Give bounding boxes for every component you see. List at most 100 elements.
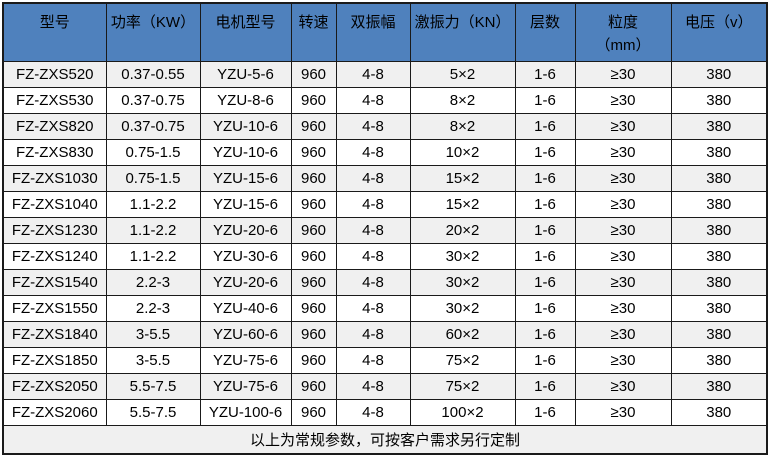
cell-granularity: ≥30 bbox=[574, 217, 672, 244]
cell-speed: 960 bbox=[290, 61, 337, 88]
cell-speed: 960 bbox=[290, 373, 337, 400]
cell-voltage: 380 bbox=[670, 295, 768, 322]
cell-model: FZ-ZXS520 bbox=[2, 61, 107, 88]
cell-voltage: 380 bbox=[670, 113, 768, 140]
footer-row: 以上为常规参数，可按客户需求另行定制 bbox=[2, 425, 768, 455]
cell-voltage: 380 bbox=[670, 139, 768, 166]
cell-force: 15×2 bbox=[409, 165, 516, 192]
cell-power: 5.5-7.5 bbox=[105, 373, 201, 400]
cell-motor-model: YZU-100-6 bbox=[199, 399, 292, 426]
cell-force: 30×2 bbox=[409, 295, 516, 322]
cell-force: 30×2 bbox=[409, 269, 516, 296]
cell-model: FZ-ZXS1840 bbox=[2, 321, 107, 348]
cell-granularity: ≥30 bbox=[574, 347, 672, 374]
table-row: FZ-ZXS1840 3-5.5 YZU-60-6 960 4-8 60×2 1… bbox=[2, 321, 768, 348]
header-cell-power: 功率（KW） bbox=[105, 2, 201, 62]
table-row: FZ-ZXS520 0.37-0.55 YZU-5-6 960 4-8 5×2 … bbox=[2, 61, 768, 88]
cell-motor-model: YZU-30-6 bbox=[199, 243, 292, 270]
cell-amplitude: 4-8 bbox=[335, 191, 411, 218]
cell-granularity: ≥30 bbox=[574, 399, 672, 426]
cell-power: 1.1-2.2 bbox=[105, 217, 201, 244]
cell-amplitude: 4-8 bbox=[335, 321, 411, 348]
cell-motor-model: YZU-20-6 bbox=[199, 217, 292, 244]
cell-speed: 960 bbox=[290, 321, 337, 348]
cell-model: FZ-ZXS820 bbox=[2, 113, 107, 140]
cell-granularity: ≥30 bbox=[574, 87, 672, 114]
cell-motor-model: YZU-5-6 bbox=[199, 61, 292, 88]
cell-voltage: 380 bbox=[670, 399, 768, 426]
cell-model: FZ-ZXS1040 bbox=[2, 191, 107, 218]
header-cell-granularity: 粒度 （mm） bbox=[574, 2, 672, 62]
cell-force: 75×2 bbox=[409, 373, 516, 400]
cell-granularity: ≥30 bbox=[574, 113, 672, 140]
cell-layers: 1-6 bbox=[514, 191, 576, 218]
cell-speed: 960 bbox=[290, 347, 337, 374]
cell-speed: 960 bbox=[290, 295, 337, 322]
header-cell-amplitude: 双振幅 bbox=[335, 2, 411, 62]
cell-voltage: 380 bbox=[670, 243, 768, 270]
table-body: FZ-ZXS520 0.37-0.55 YZU-5-6 960 4-8 5×2 … bbox=[2, 61, 768, 426]
cell-power: 5.5-7.5 bbox=[105, 399, 201, 426]
cell-granularity: ≥30 bbox=[574, 139, 672, 166]
cell-force: 75×2 bbox=[409, 347, 516, 374]
header-cell-motor-model: 电机型号 bbox=[199, 2, 292, 62]
cell-power: 2.2-3 bbox=[105, 295, 201, 322]
cell-layers: 1-6 bbox=[514, 373, 576, 400]
cell-speed: 960 bbox=[290, 191, 337, 218]
footer-note: 以上为常规参数，可按客户需求另行定制 bbox=[2, 425, 768, 455]
cell-granularity: ≥30 bbox=[574, 243, 672, 270]
table-row: FZ-ZXS1040 1.1-2.2 YZU-15-6 960 4-8 15×2… bbox=[2, 191, 768, 218]
cell-motor-model: YZU-15-6 bbox=[199, 191, 292, 218]
cell-amplitude: 4-8 bbox=[335, 87, 411, 114]
table-row: FZ-ZXS1540 2.2-3 YZU-20-6 960 4-8 30×2 1… bbox=[2, 269, 768, 296]
cell-speed: 960 bbox=[290, 113, 337, 140]
cell-power: 0.37-0.75 bbox=[105, 87, 201, 114]
cell-granularity: ≥30 bbox=[574, 165, 672, 192]
header-cell-force: 激振力（KN） bbox=[409, 2, 516, 62]
cell-motor-model: YZU-75-6 bbox=[199, 347, 292, 374]
table-row: FZ-ZXS820 0.37-0.75 YZU-10-6 960 4-8 8×2… bbox=[2, 113, 768, 140]
cell-model: FZ-ZXS530 bbox=[2, 87, 107, 114]
cell-granularity: ≥30 bbox=[574, 269, 672, 296]
cell-force: 8×2 bbox=[409, 87, 516, 114]
cell-voltage: 380 bbox=[670, 269, 768, 296]
cell-speed: 960 bbox=[290, 399, 337, 426]
cell-power: 0.37-0.75 bbox=[105, 113, 201, 140]
table-row: FZ-ZXS2050 5.5-7.5 YZU-75-6 960 4-8 75×2… bbox=[2, 373, 768, 400]
cell-granularity: ≥30 bbox=[574, 295, 672, 322]
cell-voltage: 380 bbox=[670, 61, 768, 88]
cell-amplitude: 4-8 bbox=[335, 217, 411, 244]
cell-voltage: 380 bbox=[670, 217, 768, 244]
header-row: 型号 功率（KW） 电机型号 转速 双振幅 激振力（KN） 层数 粒度 （mm）… bbox=[2, 2, 768, 62]
cell-motor-model: YZU-40-6 bbox=[199, 295, 292, 322]
cell-amplitude: 4-8 bbox=[335, 243, 411, 270]
cell-amplitude: 4-8 bbox=[335, 347, 411, 374]
cell-motor-model: YZU-75-6 bbox=[199, 373, 292, 400]
cell-layers: 1-6 bbox=[514, 321, 576, 348]
cell-granularity: ≥30 bbox=[574, 61, 672, 88]
cell-amplitude: 4-8 bbox=[335, 139, 411, 166]
cell-amplitude: 4-8 bbox=[335, 165, 411, 192]
cell-speed: 960 bbox=[290, 87, 337, 114]
cell-power: 2.2-3 bbox=[105, 269, 201, 296]
cell-voltage: 380 bbox=[670, 87, 768, 114]
header-cell-layers: 层数 bbox=[514, 2, 576, 62]
cell-model: FZ-ZXS1550 bbox=[2, 295, 107, 322]
cell-granularity: ≥30 bbox=[574, 191, 672, 218]
header-cell-voltage: 电压（v） bbox=[670, 2, 768, 62]
cell-layers: 1-6 bbox=[514, 165, 576, 192]
cell-model: FZ-ZXS2060 bbox=[2, 399, 107, 426]
cell-force: 30×2 bbox=[409, 243, 516, 270]
cell-model: FZ-ZXS1030 bbox=[2, 165, 107, 192]
header-cell-speed: 转速 bbox=[290, 2, 337, 62]
header-cell-model: 型号 bbox=[2, 2, 107, 62]
cell-power: 0.75-1.5 bbox=[105, 165, 201, 192]
cell-amplitude: 4-8 bbox=[335, 113, 411, 140]
cell-model: FZ-ZXS1540 bbox=[2, 269, 107, 296]
cell-layers: 1-6 bbox=[514, 347, 576, 374]
cell-voltage: 380 bbox=[670, 165, 768, 192]
table-row: FZ-ZXS830 0.75-1.5 YZU-10-6 960 4-8 10×2… bbox=[2, 139, 768, 166]
cell-motor-model: YZU-60-6 bbox=[199, 321, 292, 348]
cell-model: FZ-ZXS2050 bbox=[2, 373, 107, 400]
